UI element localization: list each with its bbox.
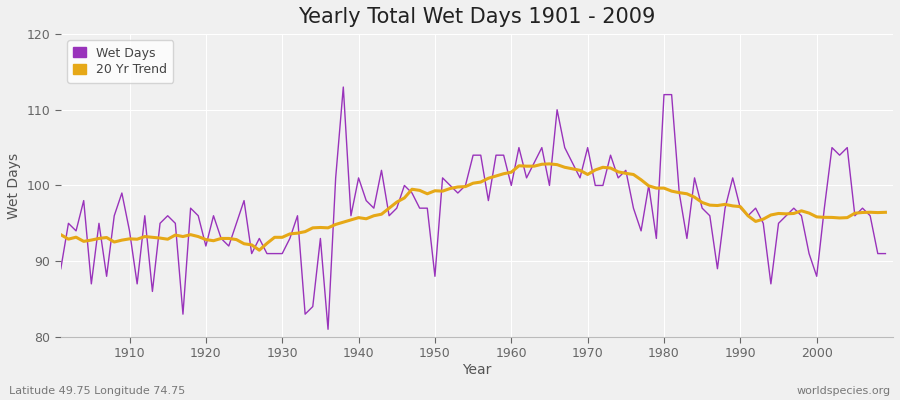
20 Yr Trend (254, 248, 265, 252)
Line: 20 Yr Trend: 20 Yr Trend (61, 164, 886, 250)
Line: Wet Days: Wet Days (61, 87, 886, 329)
20 Yr Trend (56, 232, 67, 237)
Wet Days (514, 145, 525, 150)
Wet Days (322, 327, 333, 332)
20 Yr Trend (506, 170, 517, 175)
Wet Days (346, 213, 356, 218)
20 Yr Trend (514, 163, 525, 168)
20 Yr Trend (338, 220, 348, 224)
Wet Days (56, 266, 67, 271)
Wet Days (338, 85, 348, 90)
20 Yr Trend (544, 162, 555, 166)
Wet Days (613, 176, 624, 180)
Wet Days (284, 236, 295, 241)
20 Yr Trend (292, 231, 303, 236)
20 Yr Trend (613, 170, 624, 174)
Y-axis label: Wet Days: Wet Days (7, 152, 21, 218)
Text: worldspecies.org: worldspecies.org (796, 386, 891, 396)
20 Yr Trend (880, 210, 891, 215)
Title: Yearly Total Wet Days 1901 - 2009: Yearly Total Wet Days 1901 - 2009 (298, 7, 655, 27)
Text: Latitude 49.75 Longitude 74.75: Latitude 49.75 Longitude 74.75 (9, 386, 185, 396)
20 Yr Trend (116, 238, 127, 242)
X-axis label: Year: Year (463, 363, 491, 377)
Wet Days (521, 176, 532, 180)
Wet Days (116, 191, 127, 196)
Wet Days (880, 251, 891, 256)
Legend: Wet Days, 20 Yr Trend: Wet Days, 20 Yr Trend (67, 40, 173, 82)
